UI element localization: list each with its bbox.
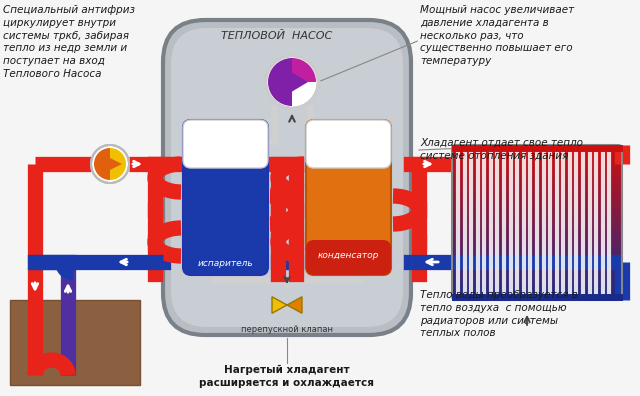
Bar [452,264,622,270]
Text: Нагретый хладагент
расширяется и охлаждается: Нагретый хладагент расширяется и охлажда… [200,365,374,388]
Bar [452,279,622,285]
FancyBboxPatch shape [306,120,391,168]
Bar [452,166,622,171]
Bar [452,192,622,197]
Bar [452,150,622,156]
Bar [452,253,622,259]
Bar [452,187,622,192]
Wedge shape [268,58,292,106]
Bar [452,274,622,280]
Polygon shape [104,155,122,173]
Bar [10,300,140,385]
FancyBboxPatch shape [163,20,411,335]
Bar [452,207,622,213]
Bar [452,243,622,249]
Bar [452,248,622,254]
Bar [452,289,622,295]
Text: Мощный насос увеличивает
давление хладагента в
несколько раз, что
существенно по: Мощный насос увеличивает давление хладаг… [420,5,574,66]
Text: Хладагент отдает свое тепло
системе отопления здания: Хладагент отдает свое тепло системе отоп… [420,138,583,161]
Bar [452,181,622,187]
Bar [452,197,622,202]
Bar [452,160,622,166]
Bar [452,217,622,223]
Bar [452,259,622,265]
Bar [452,223,622,228]
FancyBboxPatch shape [171,28,403,327]
Wedge shape [110,148,126,180]
Bar [452,171,622,177]
Polygon shape [287,297,302,313]
FancyBboxPatch shape [306,240,391,275]
Bar [452,155,622,161]
Circle shape [266,56,318,108]
Text: ТЕПЛОВОЙ  НАСОС: ТЕПЛОВОЙ НАСОС [221,31,333,41]
Polygon shape [288,70,308,94]
Polygon shape [272,297,287,313]
FancyBboxPatch shape [306,120,391,275]
FancyBboxPatch shape [183,120,268,275]
Text: конденсатор: конденсатор [318,251,379,259]
Text: испаритель: испаритель [198,259,253,268]
Bar [452,212,622,218]
Text: перепускной клапан: перепускной клапан [241,326,333,335]
Bar [452,284,622,290]
Bar [452,233,622,238]
Bar [452,145,622,150]
Wedge shape [292,82,316,106]
Wedge shape [292,58,316,82]
FancyBboxPatch shape [183,120,268,168]
Bar [452,202,622,208]
Circle shape [91,145,129,183]
Bar [452,295,622,301]
Bar [452,176,622,182]
Text: Специальный антифриз
циркулирует внутри
системы тркб, забирая
тепло из недр земл: Специальный антифриз циркулирует внутри … [3,5,135,79]
Text: Тепло воды преобразуется в
тепло воздуха  с помощью
радиаторов или системы
теплы: Тепло воды преобразуется в тепло воздуха… [420,290,578,339]
Bar [452,238,622,244]
Bar [452,269,622,275]
Wedge shape [94,148,110,180]
Bar [452,228,622,233]
